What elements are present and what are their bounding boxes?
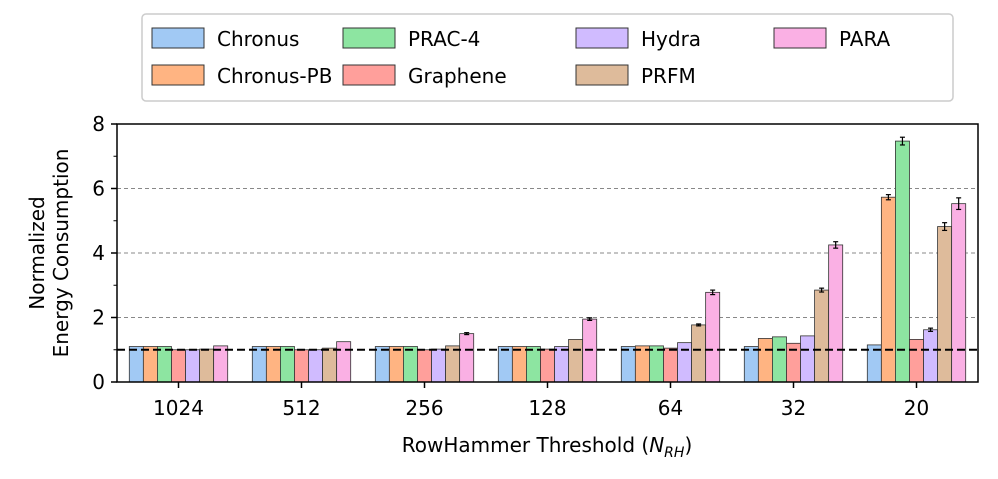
legend-label: Graphene (408, 64, 507, 88)
bar (336, 341, 352, 383)
bar (374, 346, 390, 383)
x-tick-label: 64 (658, 396, 683, 420)
bar (142, 346, 158, 383)
bar (677, 342, 692, 383)
bar (663, 347, 678, 383)
bar (828, 244, 844, 383)
legend-label: PARA (839, 27, 891, 51)
bar (511, 346, 527, 383)
bar (199, 348, 215, 383)
y-tick-label: 0 (92, 370, 105, 394)
legend-item: Hydra (575, 27, 701, 51)
bar (431, 348, 446, 383)
error-bar (587, 317, 593, 322)
bar (185, 349, 200, 383)
bar (459, 333, 475, 383)
error-bar (928, 327, 934, 332)
y-axis-label-line1: Normalized (25, 196, 49, 309)
legend-item: Chronus (151, 27, 299, 51)
bar (772, 336, 787, 383)
legend-item: PARA (773, 27, 891, 51)
y-tick-label: 8 (92, 112, 105, 136)
bar (403, 346, 418, 383)
bar (308, 349, 323, 383)
bar (157, 346, 172, 383)
bar (800, 335, 815, 383)
x-axis-label: RowHammer Threshold (NRH) (402, 433, 693, 461)
bar (923, 329, 938, 383)
bar (691, 324, 707, 383)
bar (895, 140, 910, 383)
bar (634, 345, 650, 383)
legend-swatch (575, 64, 629, 86)
x-tick-label: 128 (528, 396, 566, 420)
bar (294, 349, 309, 383)
bar (128, 346, 144, 383)
legend: Chronus Chronus-PB PRAC-4 Graphene Hydra PRFM… (141, 13, 954, 102)
legend-label: Hydra (641, 27, 701, 51)
error-bar (942, 222, 948, 232)
error-bar (819, 287, 825, 293)
legend-label: PRAC-4 (408, 27, 480, 51)
legend-label: Chronus (217, 27, 299, 51)
bar (322, 347, 338, 383)
legend-item: Chronus-PB (151, 64, 332, 88)
bar (568, 339, 584, 383)
legend-swatch (342, 27, 396, 49)
x-tick-label: 32 (781, 396, 806, 420)
legend-swatch (575, 27, 629, 49)
error-bar (956, 197, 962, 211)
legend-swatch (151, 27, 205, 49)
bar (540, 348, 555, 383)
legend-label: Chronus-PB (217, 64, 332, 88)
error-bar (696, 323, 702, 327)
bar (620, 346, 636, 383)
bar (417, 349, 432, 383)
legend-swatch (342, 64, 396, 86)
error-bar (899, 136, 905, 146)
bar (649, 345, 664, 383)
x-tick-label: 256 (405, 396, 443, 420)
legend-item: PRAC-4 (342, 27, 480, 51)
legend-item: Graphene (342, 64, 507, 88)
bar (265, 346, 281, 383)
y-tick-label: 6 (92, 177, 105, 201)
bar (497, 346, 513, 383)
bar (814, 289, 830, 383)
bar (554, 346, 569, 383)
bar (388, 346, 404, 383)
bar (880, 196, 896, 383)
bar (445, 345, 461, 383)
bar (951, 203, 967, 383)
legend-label: PRFM (641, 64, 696, 88)
x-tick-label: 20 (904, 396, 929, 420)
bar (280, 346, 295, 383)
y-tick-label: 2 (92, 306, 105, 330)
bar (705, 291, 721, 383)
bar (526, 346, 541, 383)
x-tick-label: 1024 (153, 396, 204, 420)
legend-swatch (773, 27, 827, 49)
bar (743, 346, 759, 383)
error-bar (833, 241, 839, 249)
legend-swatch (151, 64, 205, 86)
bar (909, 339, 924, 383)
bar (937, 226, 953, 383)
bar (171, 349, 186, 383)
bar (757, 338, 773, 383)
plot-area: 0 2 4 6 8 1024 512 256 128 64 32 20 (92, 112, 979, 420)
x-tick-label: 512 (282, 396, 320, 420)
error-bar (885, 194, 891, 201)
y-axis-label-line2: Energy Consumption (49, 149, 73, 358)
bar (251, 346, 267, 383)
legend-item: PRFM (575, 64, 696, 88)
error-bar (464, 332, 470, 336)
y-tick-label: 4 (92, 241, 105, 265)
error-bar (710, 289, 716, 296)
bar (213, 345, 229, 383)
